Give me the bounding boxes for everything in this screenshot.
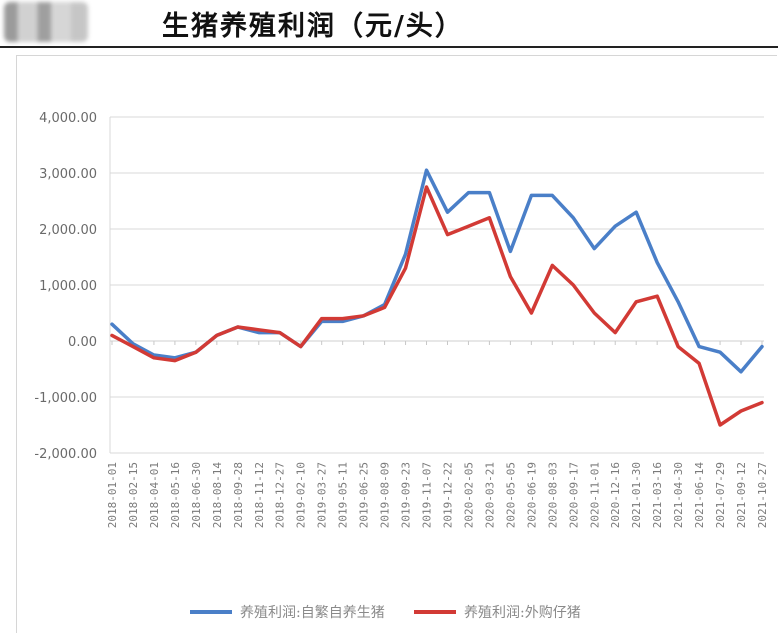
blurred-logo (4, 2, 88, 42)
y-tick-label: 2,000.00 (39, 223, 97, 238)
x-tick-label: 2021-07-29 (714, 462, 727, 528)
x-tick-label: 2020-12-16 (609, 462, 622, 528)
x-tick-label: 2020-06-19 (525, 462, 538, 528)
x-tick-label: 2021-01-30 (630, 462, 643, 528)
chart-frame (16, 55, 777, 633)
x-tick-label: 2021-06-14 (693, 462, 706, 529)
series-line-purchased-piglets (110, 185, 764, 427)
x-tick-label: 2019-09-23 (400, 462, 413, 528)
y-axis: 4,000.00 3,000.00 2,000.00 1,000.00 0.00 -1,0… (34, 111, 97, 462)
y-tick-label: 1,000.00 (39, 279, 97, 294)
legend: 养殖利润:自繁自养生猪 养殖利润:外购仔猪 (190, 604, 581, 621)
x-tick-label: 2019-03-27 (316, 462, 329, 528)
series-lines (110, 168, 764, 427)
gridlines (109, 116, 764, 454)
x-tick-label: 2019-08-09 (379, 462, 392, 528)
x-tick-label: 2018-08-14 (211, 462, 224, 529)
x-tick-label: 2018-09-28 (232, 462, 245, 528)
x-tick-label: 2021-10-27 (756, 462, 769, 528)
x-axis: 2018-01-01 2018-02-15 2018-04-01 2018-05-16… (106, 341, 769, 528)
x-tick-label: 2021-04-30 (672, 462, 685, 528)
x-tick-label: 2019-02-10 (295, 462, 308, 528)
y-tick-label: 0.00 (68, 335, 97, 350)
x-tick-label: 2018-05-16 (169, 462, 182, 528)
x-tick-label: 2021-03-16 (651, 462, 664, 528)
x-tick-label: 2019-12-22 (441, 462, 454, 528)
x-tick-label: 2018-06-30 (190, 462, 203, 528)
x-tick-label: 2018-11-12 (253, 462, 266, 528)
legend-label: 养殖利润:自繁自养生猪 (240, 604, 385, 621)
x-tick-label: 2021-09-12 (735, 462, 748, 528)
x-tick-label: 2018-12-27 (274, 462, 287, 528)
y-tick-label: -2,000.00 (34, 447, 97, 462)
y-tick-label: 4,000.00 (39, 111, 97, 126)
y-tick-label: 3,000.00 (39, 167, 97, 182)
y-tick-label: -1,000.00 (34, 391, 97, 406)
x-tick-label: 2020-02-05 (462, 462, 475, 528)
x-tick-label: 2018-02-15 (127, 462, 140, 528)
x-tick-label: 2020-08-03 (546, 462, 559, 528)
x-tick-label: 2018-04-01 (148, 462, 161, 528)
x-tick-label: 2019-06-25 (358, 462, 371, 528)
x-tick-label: 2020-05-05 (504, 462, 517, 528)
title-divider (0, 46, 778, 48)
legend-label: 养殖利润:外购仔猪 (464, 604, 581, 621)
x-tick-label: 2019-11-07 (421, 462, 434, 528)
x-tick-label: 2020-03-21 (483, 462, 496, 528)
chart-title: 生猪养殖利润（元/头） (162, 11, 464, 42)
x-tick-label: 2020-09-17 (567, 462, 580, 528)
x-tick-label: 2020-11-01 (588, 462, 601, 528)
x-tick-label: 2018-01-01 (106, 462, 119, 528)
x-tick-label: 2019-05-11 (337, 462, 350, 528)
